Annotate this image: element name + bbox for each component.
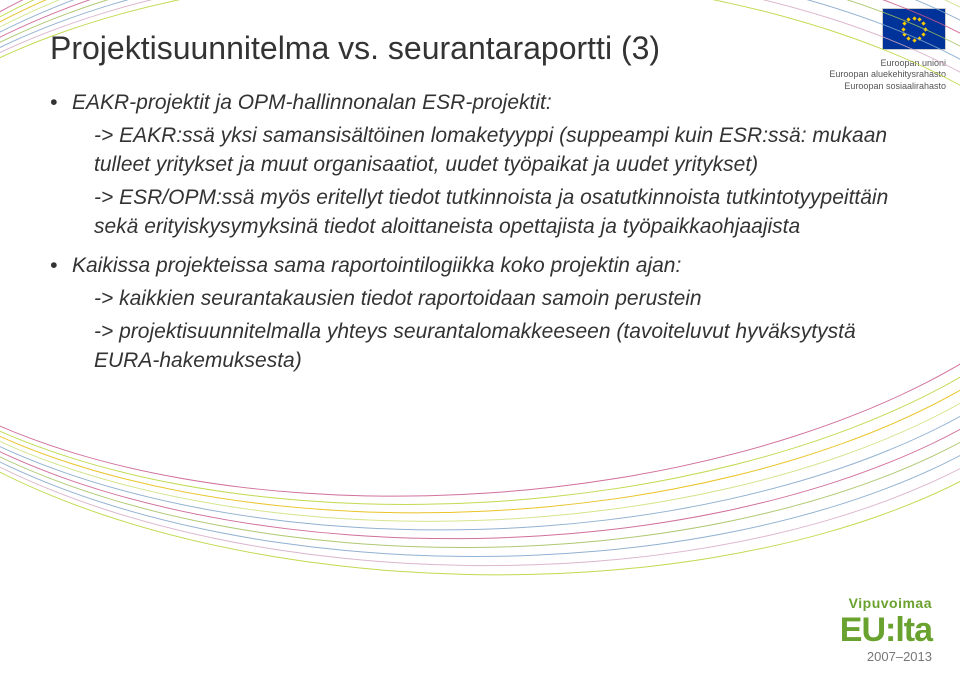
bullet-sub: -> ESR/OPM:ssä myös eritellyt tiedot tut… [72, 184, 910, 242]
bullet-head: EAKR-projektit ja OPM-hallinnonalan ESR-… [72, 91, 552, 114]
vipu-years: 2007–2013 [840, 649, 932, 664]
bullet-list: EAKR-projektit ja OPM-hallinnonalan ESR-… [50, 89, 910, 376]
eu-label-1: Euroopan unioni [829, 58, 946, 69]
vipuvoimaa-logo: Vipuvoimaa EU:lta 2007–2013 [840, 595, 932, 664]
page-title: Projektisuunnitelma vs. seurantaraportti… [50, 30, 910, 67]
eu-labels: Euroopan unioni Euroopan aluekehitysraha… [829, 58, 946, 92]
slide: Euroopan unioni Euroopan aluekehitysraha… [0, 0, 960, 692]
bullet-sub: -> kaikkien seurantakausien tiedot rapor… [72, 285, 910, 314]
bullet-sub: -> projektisuunnitelmalla yhteys seurant… [72, 318, 910, 376]
bullet-sub: -> EAKR:ssä yksi samansisältöinen lomake… [72, 122, 910, 180]
eu-flag-icon [882, 8, 946, 50]
list-item: Kaikissa projekteissa sama raportointilo… [50, 252, 910, 376]
vipu-top: Vipuvoimaa [840, 595, 932, 611]
vipu-main: EU:lta [840, 613, 932, 647]
eu-logo-block: Euroopan unioni Euroopan aluekehitysraha… [829, 8, 946, 92]
eu-label-2: Euroopan aluekehitysrahasto [829, 69, 946, 80]
bullet-head: Kaikissa projekteissa sama raportointilo… [72, 254, 681, 277]
list-item: EAKR-projektit ja OPM-hallinnonalan ESR-… [50, 89, 910, 242]
